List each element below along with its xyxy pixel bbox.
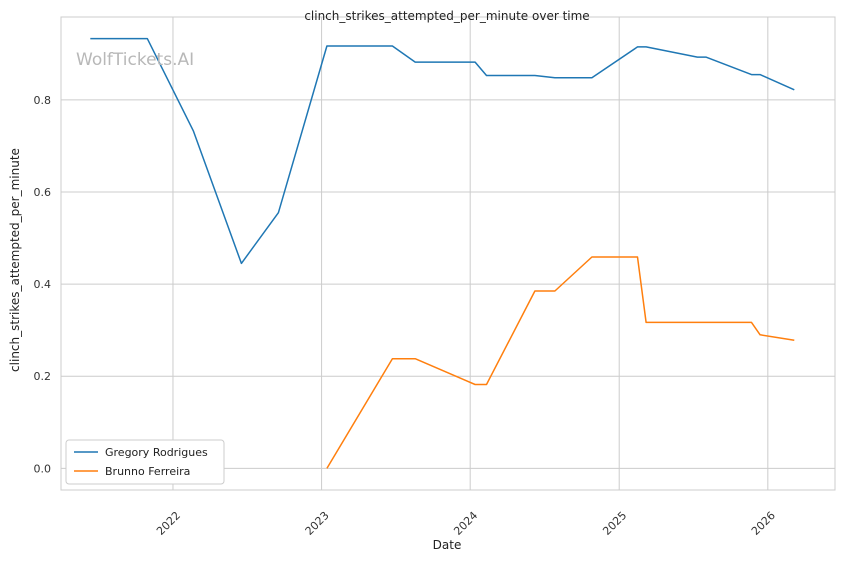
legend: Gregory Rodrigues Brunno Ferreira — [65, 439, 225, 485]
watermark-text: WolfTickets.AI — [76, 50, 194, 70]
chart-title: clinch_strikes_attempted_per_minute over… — [304, 9, 589, 23]
y-tick-label: 0.8 — [34, 94, 52, 107]
plot-area — [60, 16, 836, 491]
y-axis-label: clinch_strikes_attempted_per_minute — [8, 148, 22, 372]
series-line-brunno-ferreira — [326, 256, 795, 469]
y-tick-label: 0.4 — [34, 278, 52, 291]
y-tick-label: 0.6 — [34, 186, 52, 199]
y-tick-label: 0.2 — [34, 370, 52, 383]
legend-label-gregory-rodrigues: Gregory Rodrigues — [105, 446, 208, 459]
series-lines — [90, 37, 795, 469]
legend-label-brunno-ferreira: Brunno Ferreira — [105, 465, 190, 478]
y-tick-label: 0.0 — [34, 462, 52, 475]
series-line-gregory-rodrigues — [90, 37, 795, 265]
legend-box — [65, 439, 225, 485]
x-axis-label: Date — [433, 538, 462, 552]
